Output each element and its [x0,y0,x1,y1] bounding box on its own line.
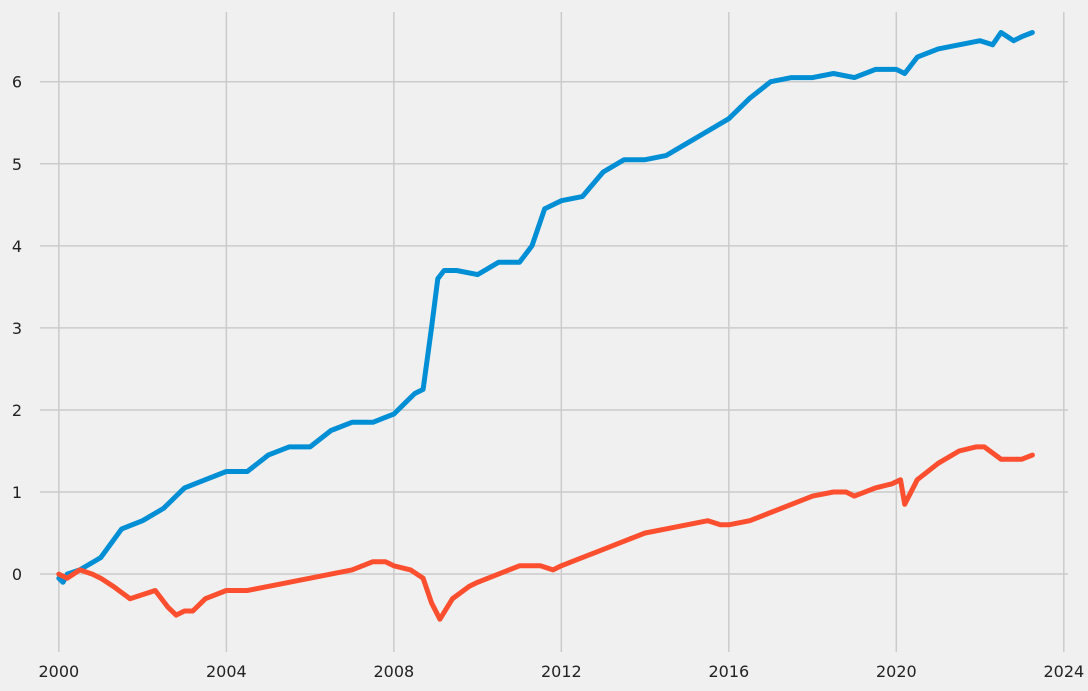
y-tick-label: 0 [12,565,22,584]
series-line-1 [56,30,1035,585]
x-tick-label: 2024 [1043,662,1084,681]
x-tick-label: 2008 [373,662,414,681]
y-tick-label: 3 [12,319,22,338]
y-tick-label: 2 [12,401,22,420]
x-tick-label: 2004 [206,662,247,681]
plot-area [56,30,1035,622]
series-line-2 [56,444,1035,622]
x-tick-label: 2012 [541,662,582,681]
x-tick-label: 2020 [876,662,917,681]
y-tick-label: 4 [12,237,22,256]
x-tick-label: 2016 [708,662,749,681]
axis-labels: 2000 2004 2008 2012 2016 2020 2024 0 1 2 3 4 5 6 [12,73,1084,681]
x-tick-label: 2000 [38,662,79,681]
y-tick-label: 5 [12,155,22,174]
y-tick-label: 1 [12,483,22,502]
y-tick-label: 6 [12,73,22,92]
grid [40,12,1068,652]
